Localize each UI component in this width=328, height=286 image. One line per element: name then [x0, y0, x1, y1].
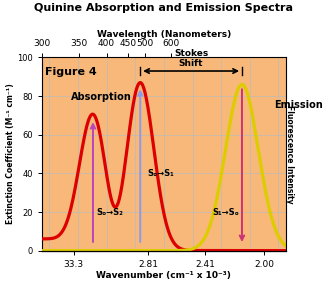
Text: Absorption: Absorption — [71, 92, 132, 102]
X-axis label: Wavenumber (cm⁻¹ x 10⁻³): Wavenumber (cm⁻¹ x 10⁻³) — [96, 271, 231, 281]
Text: Quinine Absorption and Emission Spectra: Quinine Absorption and Emission Spectra — [34, 3, 294, 13]
X-axis label: Wavelength (Nanometers): Wavelength (Nanometers) — [97, 30, 231, 39]
Text: Sₒ→S₂: Sₒ→S₂ — [96, 208, 123, 217]
Text: Stokes
Shift: Stokes Shift — [174, 49, 208, 68]
Text: Emission: Emission — [274, 100, 323, 110]
Y-axis label: Fluorescence Intensity: Fluorescence Intensity — [285, 105, 294, 203]
Text: Sₒ→S₁: Sₒ→S₁ — [148, 169, 174, 178]
Y-axis label: Extinction Coefficient (M⁻¹ cm⁻¹): Extinction Coefficient (M⁻¹ cm⁻¹) — [6, 84, 14, 225]
Text: S₁→Sₒ: S₁→Sₒ — [212, 208, 239, 217]
Text: Figure 4: Figure 4 — [45, 67, 97, 77]
